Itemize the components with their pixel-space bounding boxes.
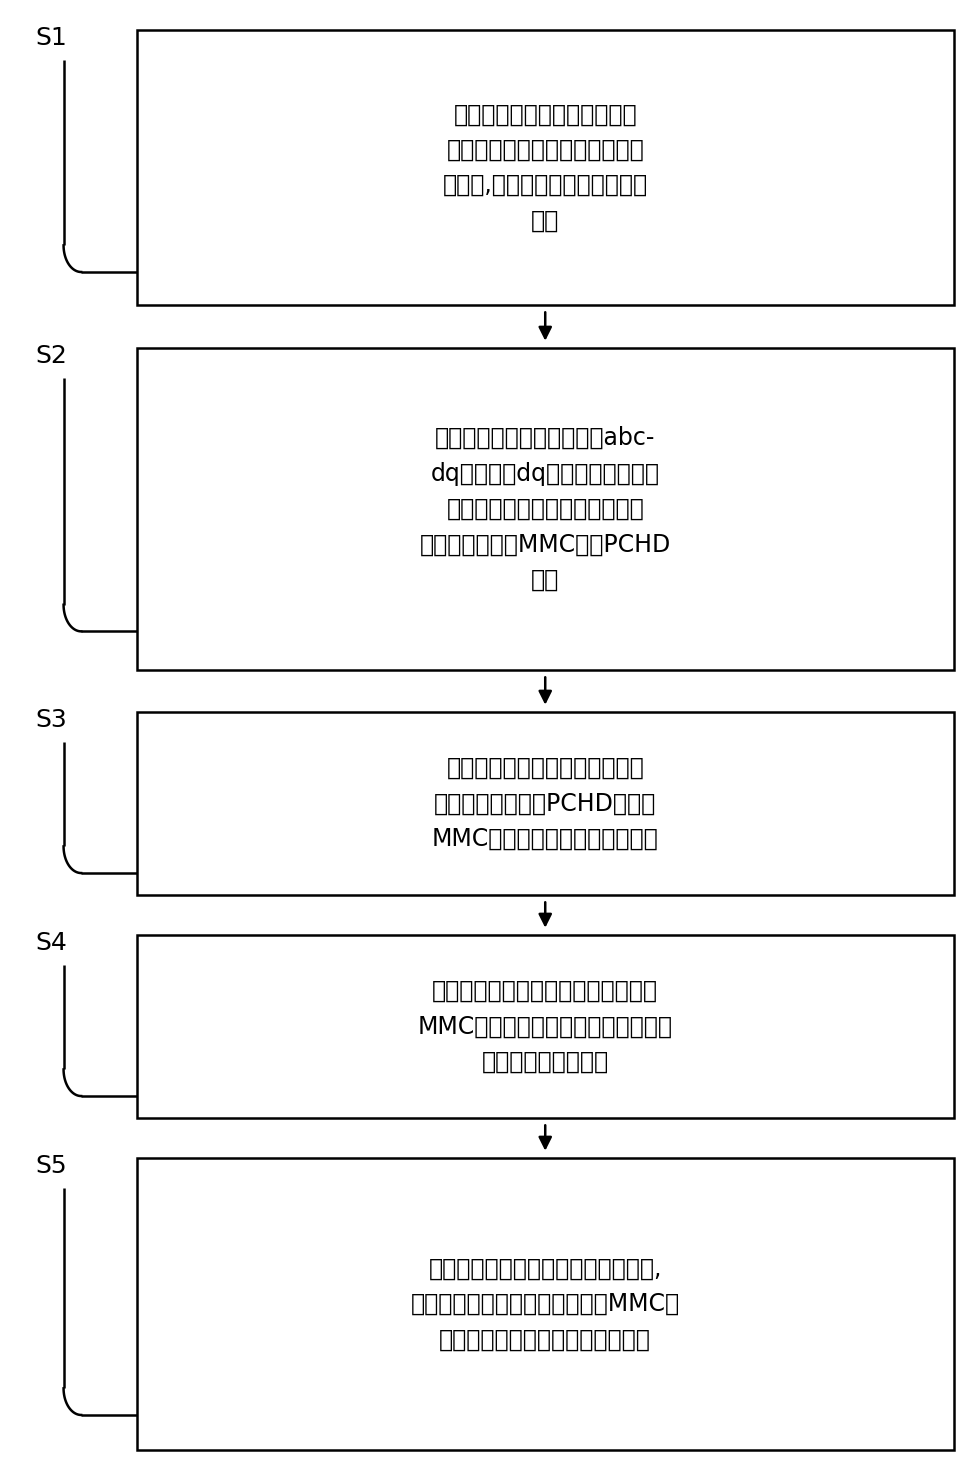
Text: S5: S5 [35,1153,66,1178]
Text: 采用无源性控制和一致性误差控
制目标，构建基于PCHD模型的
MMC环流抑制无源一致性控制器: 采用无源性控制和一致性误差控 制目标，构建基于PCHD模型的 MMC环流抑制无源… [432,757,658,851]
Bar [137,936,953,1117]
Bar [137,30,953,304]
Text: S2: S2 [35,343,66,368]
Bar [137,1157,953,1450]
Bar [137,347,953,670]
Text: S1: S1 [35,25,66,50]
Text: S3: S3 [35,708,66,732]
Text: S4: S4 [35,931,66,955]
Text: 三相内部不平衡电流方程经abc-
dq变换得到dq旋转坐标系下的环
流动态方程，并基于正定二次型
能量函数，得到MMC环流PCHD
模型: 三相内部不平衡电流方程经abc- dq变换得到dq旋转坐标系下的环 流动态方程，… [419,426,670,591]
Text: 将环流的二倍频实际值与参考值输入
MMC环流抑制无源一致性控制器，以
输出环流电压补偿量: 将环流的二倍频实际值与参考值输入 MMC环流抑制无源一致性控制器，以 输出环流电… [417,978,672,1075]
Bar [137,712,953,896]
Text: 对每相上、下桥臂电流进行检
测，采用公式计算三相内部不平
衡电流,建立三相内部不平衡电流
方程: 对每相上、下桥臂电流进行检 测，采用公式计算三相内部不平 衡电流,建立三相内部不… [443,102,647,232]
Text: 对环流电压补偿量进行载波移相调制,
以生成调制波，通过调制波控制MMC各
相桥臂子模块中开关管的工作状态: 对环流电压补偿量进行载波移相调制, 以生成调制波，通过调制波控制MMC各 相桥臂… [410,1256,679,1351]
